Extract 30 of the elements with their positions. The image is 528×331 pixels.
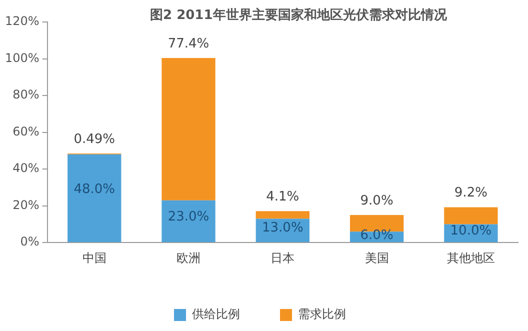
data-label: 10.0% bbox=[450, 224, 492, 239]
y-tick-label: 0% bbox=[20, 234, 40, 249]
chart-title: 图2 2011年世界主要国家和地区光伏需求对比情况 bbox=[150, 6, 448, 24]
y-tick-label: 60% bbox=[12, 124, 40, 138]
y-tick-label: 120% bbox=[4, 14, 40, 28]
x-tick-label: 其他地区 bbox=[446, 250, 495, 265]
bar bbox=[162, 58, 216, 200]
data-label: 13.0% bbox=[262, 220, 304, 236]
data-label: 9.2% bbox=[454, 186, 488, 201]
data-label: 6.0% bbox=[360, 228, 394, 244]
y-tick-label: 40% bbox=[12, 161, 40, 176]
bar bbox=[444, 207, 498, 224]
data-label: 4.1% bbox=[266, 190, 300, 205]
bar bbox=[68, 154, 122, 242]
x-tick-label: 日本 bbox=[270, 250, 295, 265]
bar bbox=[162, 200, 216, 242]
bar bbox=[256, 211, 310, 219]
legend-label: 供给比例 bbox=[192, 307, 240, 322]
data-label: 48.0% bbox=[74, 182, 116, 197]
data-label: 77.4% bbox=[168, 36, 210, 52]
data-label: 23.0% bbox=[168, 209, 210, 224]
data-label: 0.49% bbox=[74, 132, 116, 147]
x-tick-label: 美国 bbox=[364, 250, 389, 265]
y-tick-label: 20% bbox=[12, 198, 40, 212]
data-label: 9.0% bbox=[360, 193, 394, 208]
y-tick-label: 100% bbox=[4, 50, 40, 65]
y-tick-label: 80% bbox=[12, 88, 40, 102]
x-tick-label: 欧洲 bbox=[176, 250, 201, 265]
x-tick-label: 中国 bbox=[82, 250, 106, 265]
legend-label: 需求比例 bbox=[298, 307, 346, 322]
